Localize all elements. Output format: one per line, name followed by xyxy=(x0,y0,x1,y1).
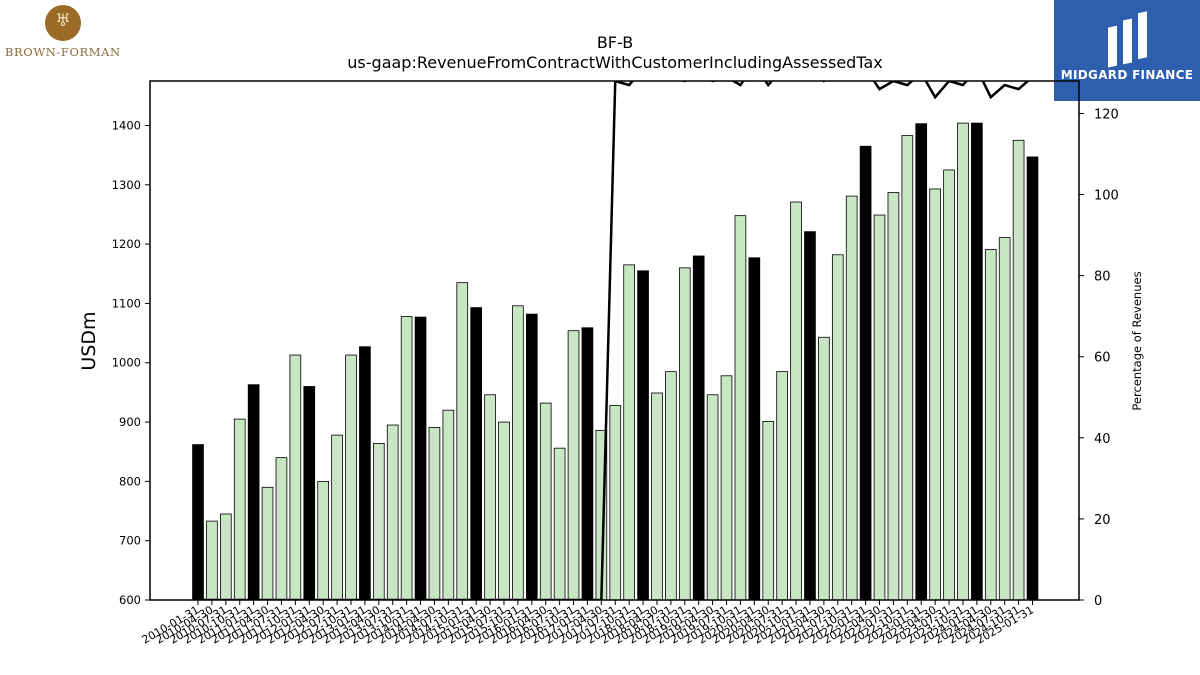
revenue-bar xyxy=(275,457,288,600)
revenue-bar xyxy=(790,201,802,600)
y2-tick-label: 80 xyxy=(1094,270,1111,285)
revenue-bar xyxy=(845,195,858,600)
revenue-bar xyxy=(219,513,232,600)
revenue-bar xyxy=(359,346,371,600)
revenue-bar xyxy=(567,330,580,600)
brown-forman-seal-icon: ♅ xyxy=(45,5,81,41)
revenue-bar xyxy=(428,426,441,600)
midgard-mark-icon xyxy=(1108,11,1147,68)
y-tick-label: 900 xyxy=(119,415,141,429)
y2-tick-label: 60 xyxy=(1094,351,1111,366)
revenue-bar xyxy=(748,257,761,600)
revenue-bar xyxy=(804,231,816,600)
y2-axis-label: Percentage of Revenues xyxy=(1130,271,1144,410)
revenue-bar xyxy=(984,249,997,600)
midgard-finance-wordmark: MIDGARD FINANCE xyxy=(1060,68,1194,82)
revenue-bar xyxy=(998,237,1011,600)
glasses-icon: ♅ xyxy=(55,11,71,31)
y2-tick-label: 120 xyxy=(1094,107,1119,122)
revenue-bar xyxy=(678,267,691,600)
revenue-bar xyxy=(498,421,510,600)
y-tick-label: 600 xyxy=(119,593,141,607)
revenue-bar xyxy=(901,135,914,600)
revenue-bar xyxy=(1026,156,1039,600)
revenue-bar xyxy=(971,122,983,600)
y2-tick-label: 0 xyxy=(1094,594,1102,609)
revenue-bar xyxy=(943,169,955,600)
revenue-bar xyxy=(831,254,844,600)
revenue-bar xyxy=(400,316,413,600)
revenue-bar xyxy=(484,394,496,600)
revenue-bar xyxy=(414,316,427,600)
revenue-bar xyxy=(637,270,649,600)
y-tick-label: 1100 xyxy=(112,296,141,310)
revenue-bar xyxy=(331,434,343,600)
revenue-bar xyxy=(1012,139,1025,600)
revenue-bar xyxy=(206,520,218,600)
revenue-bar xyxy=(915,123,928,600)
revenue-bar xyxy=(539,402,552,600)
revenue-bar xyxy=(734,215,747,600)
revenue-bar xyxy=(957,122,969,600)
y-axis-label: USDm xyxy=(78,311,100,370)
revenue-bar xyxy=(720,375,733,600)
revenue-bar xyxy=(651,392,663,600)
revenue-bar xyxy=(581,327,594,600)
y-tick-label: 700 xyxy=(119,534,141,548)
revenue-bar xyxy=(247,384,260,600)
y-tick-label: 1400 xyxy=(112,118,141,132)
y2-tick-label: 20 xyxy=(1094,513,1111,528)
revenue-bar xyxy=(776,371,788,600)
revenue-bar xyxy=(386,424,399,600)
revenue-bar xyxy=(609,405,622,600)
plot-frame xyxy=(149,80,1080,601)
y-tick-label: 800 xyxy=(119,474,141,488)
revenue-bar xyxy=(289,354,302,600)
revenue-bar xyxy=(192,444,204,600)
revenue-bar xyxy=(706,394,719,600)
chart-subtitle: us-gaap:RevenueFromContractWithCustomerI… xyxy=(347,53,882,72)
revenue-bar xyxy=(859,145,872,600)
y2-tick-label: 100 xyxy=(1094,189,1119,204)
revenue-bar xyxy=(233,418,246,600)
revenue-bar xyxy=(665,371,677,600)
y2-tick-label: 40 xyxy=(1094,432,1111,447)
revenue-bar xyxy=(372,443,385,600)
y-tick-label: 1300 xyxy=(112,178,141,192)
brown-forman-wordmark: BROWN-FORMAN xyxy=(5,45,121,59)
revenue-bar xyxy=(345,354,357,600)
revenue-bar xyxy=(470,307,482,600)
revenue-bar xyxy=(317,480,330,600)
chart-title: BF-B xyxy=(597,33,633,52)
brown-forman-logo: ♅ BROWN-FORMAN xyxy=(0,0,130,70)
revenue-bar xyxy=(525,313,538,600)
revenue-bar xyxy=(873,214,886,600)
revenue-bar xyxy=(456,282,469,600)
y-tick-label: 1000 xyxy=(112,356,141,370)
y-tick-label: 1200 xyxy=(112,237,141,251)
revenue-bar xyxy=(303,386,316,600)
revenue-bar xyxy=(929,188,941,600)
revenue-bar xyxy=(762,421,775,600)
revenue-bar xyxy=(261,486,274,600)
revenue-bar xyxy=(512,305,524,600)
revenue-bar xyxy=(887,192,900,600)
midgard-finance-logo: MIDGARD FINANCE xyxy=(1054,0,1200,101)
revenue-bar xyxy=(623,264,635,600)
revenue-bar xyxy=(553,447,566,600)
revenue-bar xyxy=(818,336,830,600)
revenue-bar xyxy=(692,255,705,600)
revenue-bar xyxy=(442,409,455,600)
